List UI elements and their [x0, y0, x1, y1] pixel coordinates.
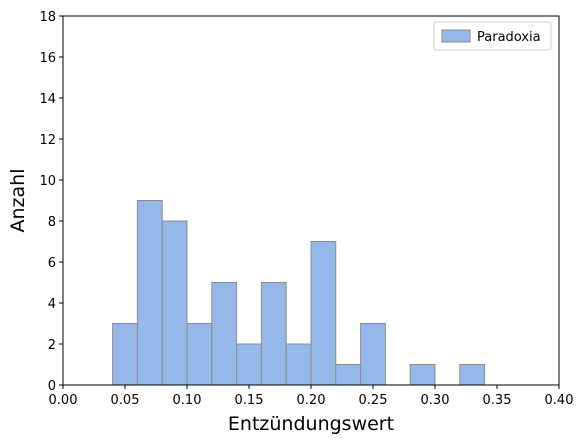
- x-tick-label: 0.30: [421, 393, 450, 408]
- histogram-bar: [360, 323, 386, 386]
- y-tick-label: 6: [48, 256, 56, 271]
- x-tick-label: 0.20: [297, 393, 326, 408]
- x-tick-label: 0.35: [483, 393, 512, 408]
- legend: Paradoxia: [433, 21, 552, 51]
- y-tick-label: 4: [48, 297, 56, 312]
- bars-group: [112, 200, 486, 386]
- histogram-bar: [136, 200, 163, 386]
- histogram-bar: [335, 364, 362, 386]
- x-tick-label: 0.40: [545, 393, 574, 408]
- y-tick-label: 16: [39, 51, 56, 66]
- x-tick-label: 0.00: [49, 393, 78, 408]
- y-tick-label: 8: [48, 215, 56, 230]
- x-tick-label: 0.25: [359, 393, 388, 408]
- histogram-bar: [285, 343, 312, 386]
- histogram-bar: [459, 364, 486, 386]
- histogram-bar: [186, 323, 213, 386]
- x-tick-label: 0.05: [111, 393, 140, 408]
- histogram-bar: [112, 323, 138, 386]
- legend-swatch: [441, 29, 471, 43]
- y-tick-label: 2: [48, 338, 56, 353]
- histogram-bar: [211, 282, 238, 386]
- y-axis-label: Anzahl: [7, 169, 29, 233]
- y-axis-ticks: 0 2 4 6 8 10 12 14 16 18: [39, 10, 63, 394]
- y-tick-label: 18: [39, 10, 56, 25]
- x-axis-ticks: 0.00 0.05 0.10 0.15 0.20 0.25 0.30 0.35 0.40: [49, 385, 574, 408]
- x-tick-label: 0.10: [173, 393, 202, 408]
- legend-entry-paradoxia: Paradoxia: [477, 30, 541, 45]
- histogram-bar: [260, 282, 287, 386]
- legend-box: [433, 21, 552, 51]
- histogram-bar: [236, 343, 262, 386]
- y-tick-label: 0: [48, 379, 56, 394]
- histogram-bar: [409, 364, 436, 386]
- x-tick-label: 0.15: [235, 393, 264, 408]
- histogram-bar: [310, 241, 337, 386]
- y-tick-label: 10: [39, 174, 56, 189]
- histogram-bar: [161, 220, 188, 386]
- y-tick-label: 12: [39, 133, 56, 148]
- y-tick-label: 14: [39, 92, 56, 107]
- x-axis-label: Entzündungswert: [228, 413, 394, 435]
